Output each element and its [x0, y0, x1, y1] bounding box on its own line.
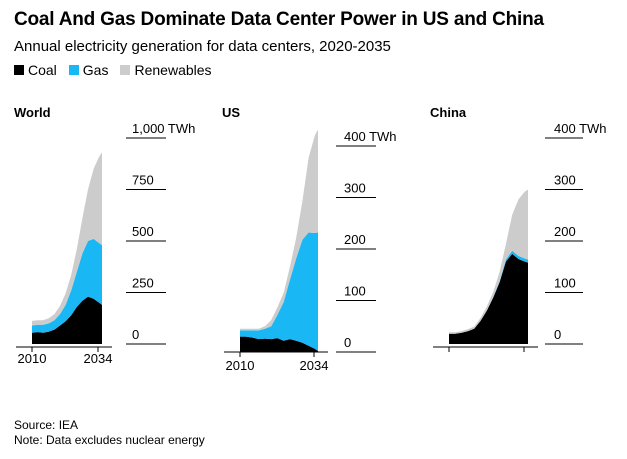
world-y-tick-label-0: 0	[132, 327, 139, 342]
world-y-tick-label-1: 250	[132, 276, 154, 291]
panel-us: US 0 100 200 300 400 TWh 2010 2034	[222, 105, 397, 373]
china-y-tick-label-3: 300	[554, 173, 576, 188]
china-y-tick-label-4: 400 TWh	[554, 121, 607, 136]
world-area-renewables	[32, 152, 102, 326]
legend-swatch-renewables	[120, 65, 131, 75]
world-area-gas	[32, 238, 102, 333]
china-area-gas	[449, 250, 528, 334]
us-x-tick-label-1: 2034	[300, 358, 329, 373]
us-x-tick-label-0: 2010	[226, 358, 255, 373]
legend-swatch-coal	[14, 65, 24, 75]
legend-item-coal: Coal	[14, 62, 57, 78]
china-area-coal	[449, 253, 528, 344]
legend-item-gas: Gas	[68, 62, 109, 78]
world-x-tick-label-0: 2010	[18, 351, 47, 366]
us-area-renewables	[240, 129, 318, 331]
world-y-tick-label-2: 500	[132, 224, 154, 239]
panel-world: World 0 250 500 750 1,000 TWh 2010 2034	[14, 105, 195, 366]
us-panel-title: US	[222, 105, 240, 120]
china-area-renewables	[449, 189, 528, 334]
china-y-tick-label-0: 0	[554, 327, 561, 342]
chart-subtitle: Annual electricity generation for data c…	[14, 38, 391, 55]
us-area-coal	[240, 336, 318, 352]
legend-item-renewables: Renewables	[120, 62, 212, 78]
world-panel-title: World	[14, 105, 51, 120]
china-panel-title: China	[430, 105, 467, 120]
us-y-tick-label-2: 200	[344, 232, 366, 247]
world-area-coal	[32, 296, 102, 344]
us-y-tick-label-3: 300	[344, 181, 366, 196]
us-y-tick-label-4: 400 TWh	[344, 129, 397, 144]
us-y-tick-label-1: 100	[344, 284, 366, 299]
china-y-tick-label-1: 100	[554, 276, 576, 291]
world-x-tick-label-1: 2034	[84, 351, 113, 366]
legend-swatch-gas	[68, 65, 79, 75]
legend-label-coal: Coal	[28, 62, 57, 78]
world-y-tick-label-4: 1,000 TWh	[132, 121, 195, 136]
source-note: Source: IEA	[14, 418, 79, 432]
us-y-tick-label-0: 0	[344, 335, 351, 350]
data-note: Note: Data excludes nuclear energy	[14, 433, 205, 447]
world-y-tick-label-3: 750	[132, 173, 154, 188]
legend: Coal Gas Renewables	[14, 62, 224, 78]
us-area-gas	[240, 232, 318, 351]
panel-china: China 0 100 200 300 400 TWh	[430, 105, 607, 352]
legend-label-gas: Gas	[82, 62, 109, 78]
legend-label-renewables: Renewables	[134, 62, 212, 78]
chart-title: Coal And Gas Dominate Data Center Power …	[14, 9, 544, 30]
china-y-tick-label-2: 200	[554, 224, 576, 239]
